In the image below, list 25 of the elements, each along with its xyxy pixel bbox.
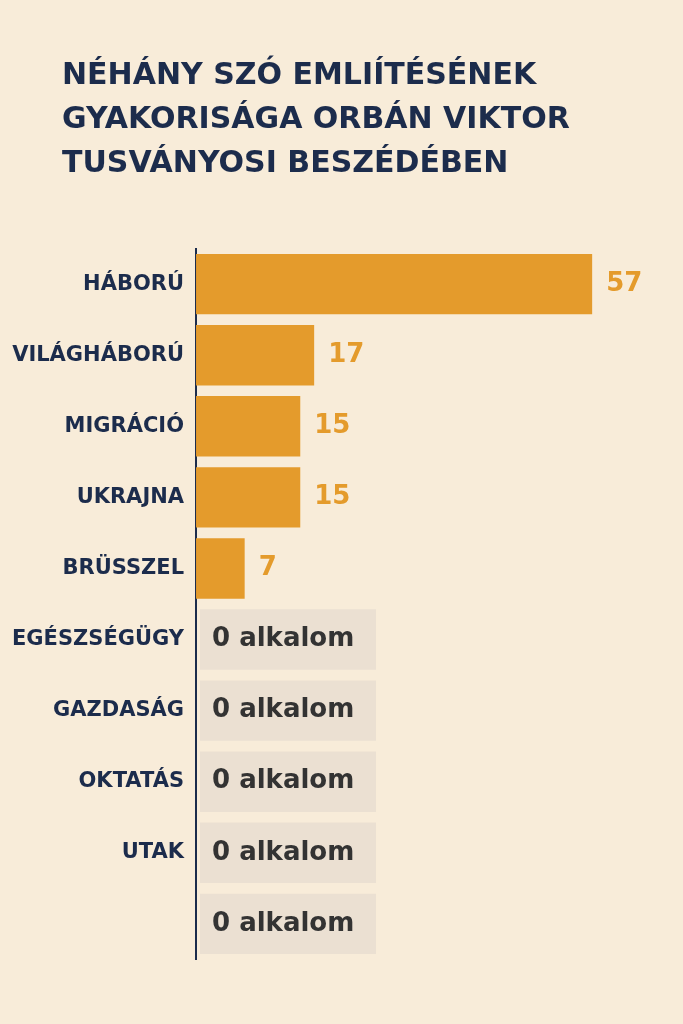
y-tick-label: EGÉSZSÉGÜGY	[11, 624, 185, 650]
data-label: 17	[328, 337, 365, 368]
data-label: 0 alkalom	[212, 622, 355, 653]
data-label: 0 alkalom	[212, 835, 355, 866]
data-label: 0 alkalom	[212, 693, 355, 724]
bar	[196, 467, 301, 528]
bar	[196, 538, 245, 599]
y-tick-label: GAZDASÁG	[53, 696, 185, 722]
data-label: 57	[606, 266, 643, 297]
data-label: 0 alkalom	[212, 906, 355, 937]
data-label: 15	[314, 409, 351, 440]
y-tick-label: UKRAJNA	[76, 483, 185, 508]
y-tick-label: MIGRÁCIÓ	[64, 411, 185, 437]
data-label: 0 alkalom	[212, 764, 355, 795]
bar	[196, 325, 315, 386]
bar	[196, 253, 593, 315]
data-label: 7	[258, 551, 277, 582]
data-label: 15	[314, 480, 351, 511]
y-tick-label: UTAK	[121, 839, 185, 864]
y-tick-label: VILÁGHÁBORÚ	[12, 340, 185, 366]
y-tick-label: BRÜSSZEL	[62, 553, 185, 579]
y-tick-label: OKTATÁS	[78, 767, 185, 793]
bar	[196, 396, 301, 457]
chart-title: NÉHÁNY SZÓ EMLIÍTÉSÉNEK GYAKORISÁGA ORBÁN VIKTOR TUSVÁNYOSI BESZÉDÉBEN	[61, 54, 571, 181]
y-tick-label: HÁBORÚ	[83, 269, 185, 295]
